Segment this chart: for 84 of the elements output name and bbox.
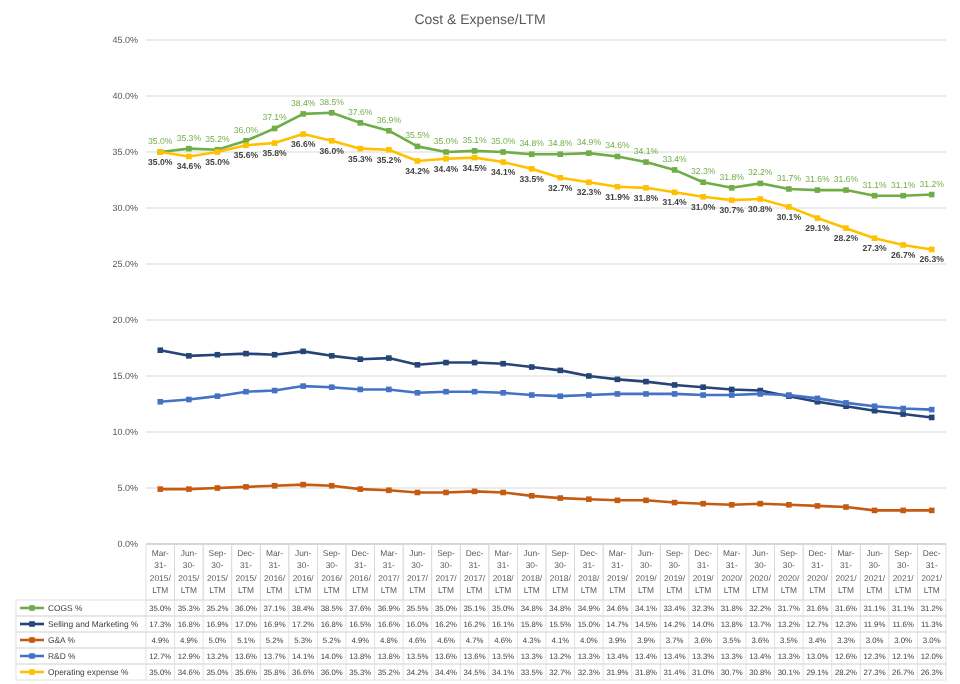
point	[443, 489, 449, 496]
point	[414, 362, 421, 368]
point	[528, 392, 535, 398]
point	[328, 384, 335, 390]
point	[243, 388, 249, 395]
point	[757, 196, 764, 202]
point	[614, 391, 621, 397]
point	[871, 235, 878, 242]
point	[671, 167, 678, 173]
point	[414, 390, 421, 396]
point	[328, 110, 335, 116]
point	[728, 386, 735, 393]
point	[928, 507, 935, 514]
point	[157, 486, 164, 492]
point	[557, 367, 564, 374]
point	[214, 485, 221, 491]
point	[300, 348, 306, 355]
line-series	[157, 481, 935, 514]
point	[928, 191, 935, 198]
point	[443, 155, 449, 162]
point	[557, 151, 564, 158]
point	[157, 347, 164, 354]
point	[728, 185, 735, 191]
point	[157, 398, 164, 405]
point	[357, 486, 364, 492]
point	[186, 396, 192, 403]
point	[900, 192, 906, 199]
point	[528, 364, 535, 370]
point	[271, 351, 278, 358]
point	[357, 120, 364, 126]
point	[900, 507, 906, 514]
point	[528, 166, 535, 172]
point	[414, 158, 421, 164]
point	[271, 140, 278, 146]
point	[328, 482, 335, 489]
point	[357, 356, 364, 362]
point	[586, 179, 592, 186]
point	[700, 179, 706, 186]
point	[357, 145, 364, 152]
point	[814, 215, 821, 221]
point	[386, 386, 392, 393]
point	[757, 500, 764, 507]
point	[443, 359, 449, 366]
point	[214, 393, 221, 399]
point	[214, 351, 221, 358]
point	[928, 406, 935, 413]
point	[928, 414, 935, 421]
point	[671, 391, 678, 397]
point	[443, 388, 449, 395]
point	[243, 350, 249, 357]
point	[328, 138, 335, 144]
point	[528, 493, 535, 499]
point	[186, 153, 192, 160]
point	[271, 482, 278, 489]
point	[643, 378, 649, 385]
point	[386, 487, 392, 494]
point	[728, 392, 735, 398]
point	[300, 481, 306, 488]
point	[643, 497, 649, 504]
point	[814, 187, 821, 193]
point	[328, 353, 335, 359]
point	[528, 151, 535, 158]
point	[728, 502, 735, 508]
point	[500, 360, 506, 367]
point	[386, 146, 392, 153]
point	[614, 183, 621, 190]
point	[671, 382, 678, 388]
point	[243, 142, 249, 149]
point	[728, 197, 735, 203]
point	[557, 393, 564, 399]
point	[928, 246, 935, 253]
point	[757, 180, 764, 187]
point	[557, 174, 564, 181]
point	[900, 405, 906, 412]
point	[386, 127, 392, 134]
point	[557, 495, 564, 501]
point	[700, 500, 706, 507]
point	[186, 145, 192, 152]
point	[814, 503, 821, 509]
point	[471, 148, 478, 154]
point	[500, 489, 506, 496]
point	[357, 386, 364, 393]
line-series	[157, 383, 935, 413]
line-series	[157, 347, 935, 421]
